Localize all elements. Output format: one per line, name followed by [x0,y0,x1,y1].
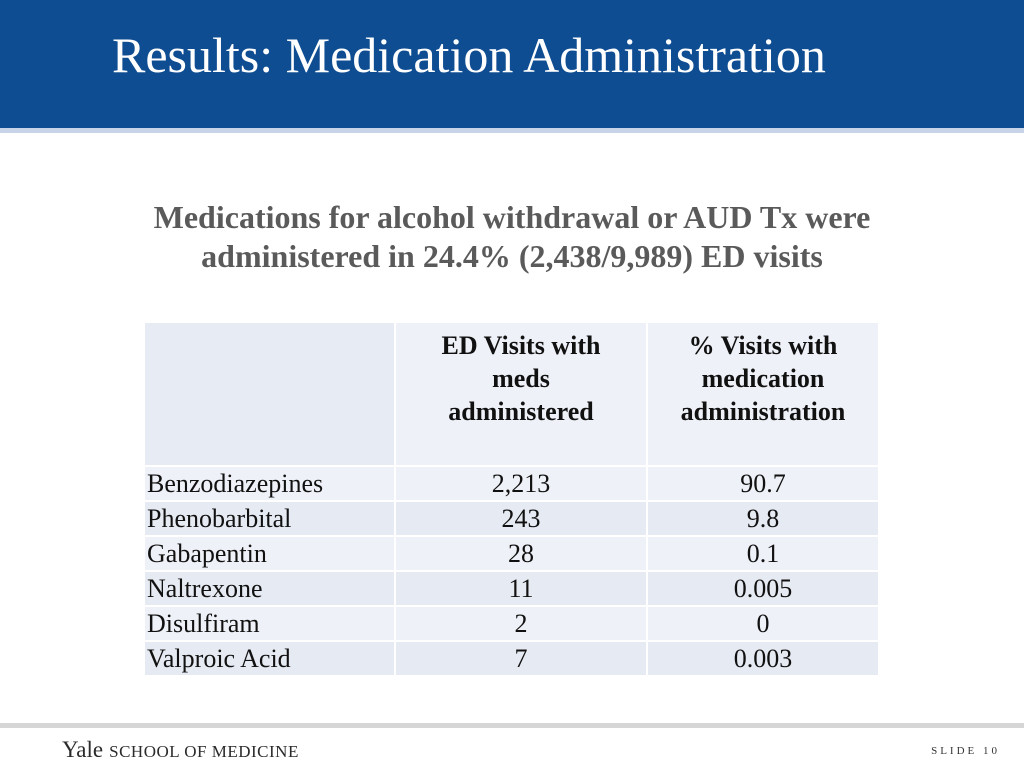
percent-value: 9.8 [647,501,880,537]
medication-name: Phenobarbital [145,501,396,537]
percent-value: 90.7 [647,466,880,502]
visits-value: 2,213 [395,466,648,502]
header-ed-visits-line-1: ED Visits with [441,331,601,360]
table-row: Benzodiazepines 2,213 90.7 [145,466,880,502]
header-ed-visits-line-2: meds [492,364,550,393]
header-percent-line-1: % Visits with [688,331,838,360]
medication-name: Benzodiazepines [145,466,396,502]
slide-title: Results: Medication Administration [112,27,826,83]
slide-number: SLIDE 10 [931,745,1000,757]
medication-name: Naltrexone [145,571,396,607]
slide-subtitle: Medications for alcohol withdrawal or AU… [62,198,962,276]
subtitle-line-1: Medications for alcohol withdrawal or AU… [153,199,871,235]
header-ed-visits: ED Visits with meds administered [395,323,648,467]
table-row: Naltrexone 11 0.005 [145,571,880,607]
medication-table: ED Visits with meds administered % Visit… [145,323,880,677]
footer-divider [0,723,1024,728]
percent-value: 0 [647,606,880,642]
visits-value: 243 [395,501,648,537]
medication-name: Valproic Acid [145,641,396,677]
header-percent-visits: % Visits with medication administration [647,323,880,467]
percent-value: 0.1 [647,536,880,572]
table-row: Phenobarbital 243 9.8 [145,501,880,537]
table-header-row: ED Visits with meds administered % Visit… [145,323,880,467]
yale-school-of-medicine-logo: Yale SCHOOL OF MEDICINE [62,738,299,761]
header-ed-visits-line-3: administered [448,397,594,426]
logo-school-of-medicine: SCHOOL OF MEDICINE [109,742,299,761]
title-divider [0,128,1024,133]
percent-value: 0.005 [647,571,880,607]
table-row: Disulfiram 2 0 [145,606,880,642]
medication-name: Gabapentin [145,536,396,572]
header-percent-line-2: medication [701,364,825,393]
table-row: Gabapentin 28 0.1 [145,536,880,572]
visits-value: 11 [395,571,648,607]
medication-name: Disulfiram [145,606,396,642]
percent-value: 0.003 [647,641,880,677]
table-row: Valproic Acid 7 0.003 [145,641,880,677]
logo-yale: Yale [62,737,104,762]
header-medication [145,323,396,467]
header-percent-line-3: administration [680,397,846,426]
visits-value: 2 [395,606,648,642]
subtitle-line-2: administered in 24.4% (2,438/9,989) ED v… [201,238,823,274]
visits-value: 28 [395,536,648,572]
visits-value: 7 [395,641,648,677]
title-bar: Results: Medication Administration [0,0,1024,128]
